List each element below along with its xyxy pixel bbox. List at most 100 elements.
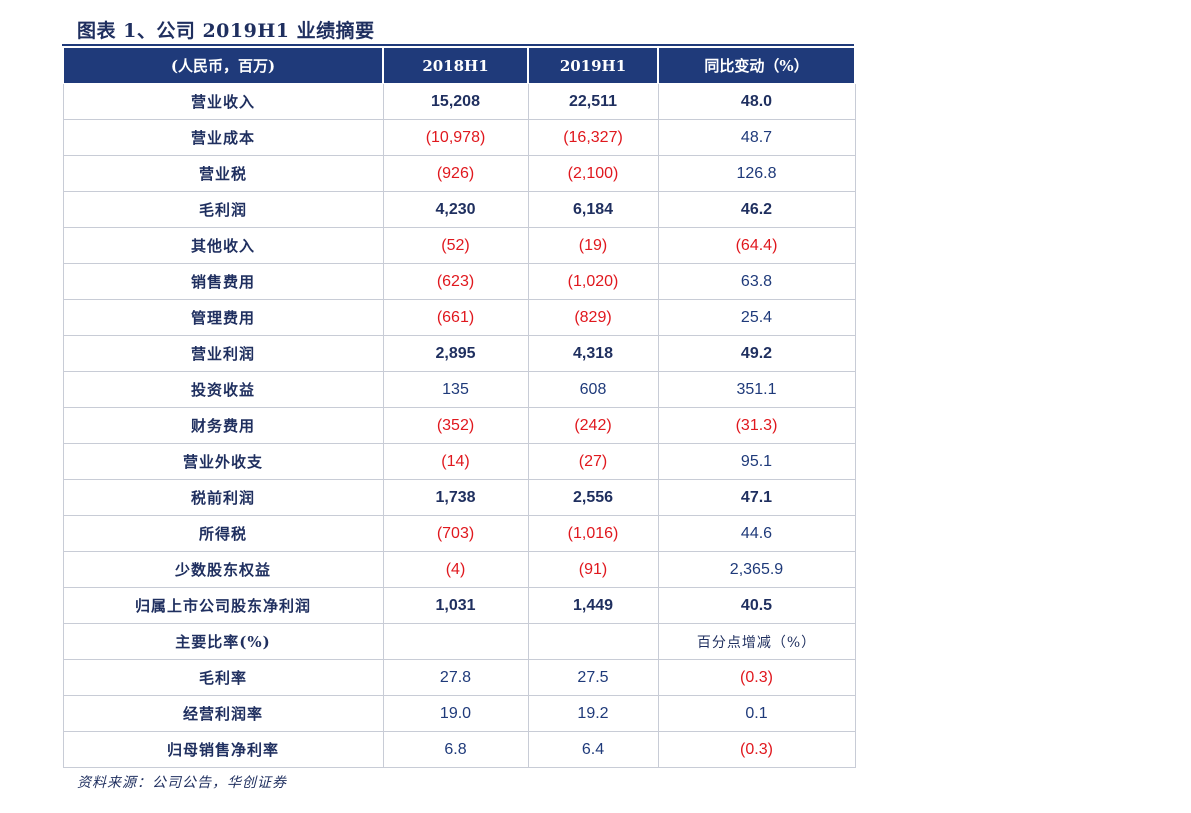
- row-label: 归属上市公司股东净利润: [62, 587, 384, 624]
- table-row: 营业税 (926) (2,100) 126.8: [62, 155, 856, 192]
- table-row: 营业成本 (10,978) (16,327) 48.7: [62, 119, 856, 156]
- value-yoy: 25.4: [657, 299, 856, 336]
- table-row: 其他收入 (52) (19) (64.4): [62, 227, 856, 264]
- row-label: 毛利润: [62, 191, 384, 228]
- value-2018h1: [382, 623, 529, 660]
- row-label: 营业成本: [62, 119, 384, 156]
- value-2019h1: 6,184: [527, 191, 659, 228]
- value-2018h1: 1,738: [382, 479, 529, 516]
- value-yoy: 48.7: [657, 119, 856, 156]
- title-divider: [62, 44, 854, 46]
- value-2018h1: (623): [382, 263, 529, 300]
- table-row: 营业收入 15,208 22,511 48.0: [62, 83, 856, 120]
- value-2019h1: (242): [527, 407, 659, 444]
- value-yoy: 0.1: [657, 695, 856, 732]
- value-yoy: 2,365.9: [657, 551, 856, 588]
- value-2018h1: (14): [382, 443, 529, 480]
- row-label: 管理费用: [62, 299, 384, 336]
- value-2018h1: 19.0: [382, 695, 529, 732]
- value-2019h1: (16,327): [527, 119, 659, 156]
- table-row: 毛利润 4,230 6,184 46.2: [62, 191, 856, 228]
- value-2018h1: (52): [382, 227, 529, 264]
- row-label: 税前利润: [62, 479, 384, 516]
- value-yoy: 百分点增减（%）: [657, 623, 856, 660]
- table-row: 毛利率 27.8 27.5 (0.3): [62, 659, 856, 696]
- row-label: 营业外收支: [62, 443, 384, 480]
- source-note: 资料来源：公司公告，华创证券: [77, 775, 287, 791]
- value-2019h1: (1,016): [527, 515, 659, 552]
- value-2018h1: (661): [382, 299, 529, 336]
- value-2019h1: (829): [527, 299, 659, 336]
- value-2018h1: 6.8: [382, 731, 529, 768]
- table-row: 管理费用 (661) (829) 25.4: [62, 299, 856, 336]
- value-yoy: 44.6: [657, 515, 856, 552]
- value-yoy: 95.1: [657, 443, 856, 480]
- header-unit: (人民币，百万): [62, 47, 384, 84]
- value-2019h1: 2,556: [527, 479, 659, 516]
- value-2018h1: 2,895: [382, 335, 529, 372]
- value-2018h1: 1,031: [382, 587, 529, 624]
- table-row: 归属上市公司股东净利润 1,031 1,449 40.5: [62, 587, 856, 624]
- value-2019h1: [527, 623, 659, 660]
- value-2018h1: (10,978): [382, 119, 529, 156]
- row-label: 营业收入: [62, 83, 384, 120]
- row-label: 财务费用: [62, 407, 384, 444]
- table-row: 财务费用 (352) (242) (31.3): [62, 407, 856, 444]
- row-label: 经营利润率: [62, 695, 384, 732]
- table-row: 投资收益 135 608 351.1: [62, 371, 856, 408]
- value-2019h1: (2,100): [527, 155, 659, 192]
- value-yoy: 40.5: [657, 587, 856, 624]
- table-row: 销售费用 (623) (1,020) 63.8: [62, 263, 856, 300]
- value-2019h1: (1,020): [527, 263, 659, 300]
- table-row: 营业外收支 (14) (27) 95.1: [62, 443, 856, 480]
- table-row: 税前利润 1,738 2,556 47.1: [62, 479, 856, 516]
- table-row: 主要比率(%) 百分点增减（%）: [62, 623, 856, 660]
- row-label: 其他收入: [62, 227, 384, 264]
- row-label: 毛利率: [62, 659, 384, 696]
- value-2019h1: 1,449: [527, 587, 659, 624]
- value-2018h1: (4): [382, 551, 529, 588]
- value-2019h1: 6.4: [527, 731, 659, 768]
- value-yoy: (0.3): [657, 659, 856, 696]
- header-yoy-change: 同比变动（%）: [657, 47, 856, 84]
- value-2018h1: (352): [382, 407, 529, 444]
- table-row: 归母销售净利率 6.8 6.4 (0.3): [62, 731, 856, 768]
- row-label: 营业利润: [62, 335, 384, 372]
- value-2019h1: 27.5: [527, 659, 659, 696]
- value-yoy: (0.3): [657, 731, 856, 768]
- value-2018h1: 135: [382, 371, 529, 408]
- value-yoy: 47.1: [657, 479, 856, 516]
- table-row: 营业利润 2,895 4,318 49.2: [62, 335, 856, 372]
- header-2018h1: 2018H1: [382, 47, 529, 84]
- value-yoy: 126.8: [657, 155, 856, 192]
- value-yoy: 49.2: [657, 335, 856, 372]
- value-yoy: (31.3): [657, 407, 856, 444]
- value-2018h1: 27.8: [382, 659, 529, 696]
- value-2018h1: (703): [382, 515, 529, 552]
- row-label: 少数股东权益: [62, 551, 384, 588]
- row-label: 归母销售净利率: [62, 731, 384, 768]
- value-2019h1: (27): [527, 443, 659, 480]
- row-label: 投资收益: [62, 371, 384, 408]
- figure-title: 图表 1、公司 2019H1 业绩摘要: [77, 20, 375, 42]
- row-label: 所得税: [62, 515, 384, 552]
- header-2019h1: 2019H1: [527, 47, 659, 84]
- financial-summary-table: (人民币，百万) 2018H1 2019H1 同比变动（%） 营业收入 15,20…: [62, 47, 856, 768]
- value-yoy: 351.1: [657, 371, 856, 408]
- value-2019h1: 4,318: [527, 335, 659, 372]
- value-2019h1: (19): [527, 227, 659, 264]
- row-label: 主要比率(%): [62, 623, 384, 660]
- value-yoy: 46.2: [657, 191, 856, 228]
- value-2019h1: (91): [527, 551, 659, 588]
- table-row: 经营利润率 19.0 19.2 0.1: [62, 695, 856, 732]
- value-yoy: 63.8: [657, 263, 856, 300]
- value-2019h1: 22,511: [527, 83, 659, 120]
- value-2018h1: (926): [382, 155, 529, 192]
- value-yoy: 48.0: [657, 83, 856, 120]
- value-2019h1: 608: [527, 371, 659, 408]
- value-2018h1: 4,230: [382, 191, 529, 228]
- table-row: 少数股东权益 (4) (91) 2,365.9: [62, 551, 856, 588]
- value-2018h1: 15,208: [382, 83, 529, 120]
- value-2019h1: 19.2: [527, 695, 659, 732]
- row-label: 销售费用: [62, 263, 384, 300]
